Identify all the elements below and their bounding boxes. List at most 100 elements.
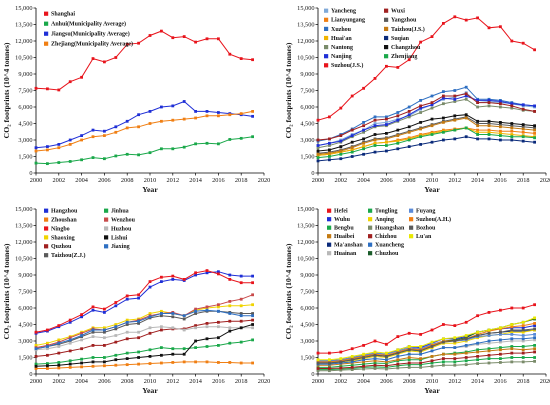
data-point: [228, 278, 232, 281]
data-point: [205, 325, 209, 329]
data-point: [91, 356, 95, 359]
data-point: [217, 272, 220, 276]
data-point: [328, 369, 331, 373]
data-point: [430, 355, 434, 358]
data-point: [103, 157, 106, 161]
legend-item-chizhou: Chizhou: [368, 234, 397, 240]
data-point: [442, 337, 445, 341]
x-tick-label: 2002: [335, 378, 348, 385]
data-point: [316, 144, 320, 147]
data-point: [533, 322, 536, 325]
series-ningbo: [34, 269, 254, 334]
y-tick-label: 12,000: [297, 239, 314, 246]
data-point: [373, 144, 377, 147]
y-axis-label: CO₂ footprints (10^4 tonnes): [2, 42, 11, 138]
data-point: [205, 322, 209, 325]
data-point: [239, 112, 243, 115]
data-point: [396, 355, 400, 358]
data-point: [396, 134, 400, 137]
data-point: [510, 124, 514, 128]
data-point: [251, 114, 254, 118]
data-point: [419, 106, 422, 110]
data-point: [160, 312, 163, 315]
data-point: [339, 145, 343, 148]
data-point: [160, 280, 163, 283]
data-point: [217, 361, 220, 364]
data-point: [350, 355, 354, 358]
data-point: [103, 336, 106, 340]
legend-swatch: [409, 217, 414, 222]
x-tick-label: 2016: [494, 177, 507, 184]
data-point: [510, 133, 514, 136]
data-point: [442, 360, 445, 364]
legend-swatch: [384, 8, 389, 13]
data-point: [125, 320, 129, 324]
data-point: [487, 133, 491, 136]
data-point: [464, 334, 468, 337]
data-point: [533, 136, 536, 140]
data-point: [34, 355, 38, 358]
data-point: [464, 18, 468, 22]
data-point: [205, 114, 209, 118]
data-point: [148, 34, 152, 37]
data-point: [91, 364, 95, 368]
data-point: [499, 138, 502, 142]
series-zhenjiang: [316, 126, 536, 159]
legend-swatch: [44, 21, 49, 26]
data-point: [419, 357, 422, 360]
series-line: [35, 294, 253, 349]
series-line: [317, 127, 535, 159]
legend-item-taizhou-z-j: Taizhou(Z.J.): [44, 252, 85, 259]
legend-item-taizhou-j-s: Taizhou(J.S.): [384, 26, 425, 33]
x-tick-label: 2016: [212, 378, 225, 385]
data-point: [217, 320, 220, 324]
data-point: [328, 155, 331, 158]
data-point: [251, 326, 254, 330]
data-point: [385, 123, 388, 126]
legend-label: Taizhou(J.S.): [391, 26, 425, 33]
data-point: [251, 323, 254, 326]
data-point: [533, 140, 536, 144]
data-point: [373, 353, 377, 357]
data-point: [339, 152, 343, 156]
data-point: [328, 151, 331, 155]
data-point: [125, 42, 129, 46]
data-point: [103, 129, 106, 133]
data-point: [510, 325, 514, 329]
y-tick-label: 6,000: [300, 104, 314, 111]
data-point: [499, 348, 502, 352]
data-point: [419, 143, 422, 146]
data-point: [453, 100, 457, 103]
data-point: [217, 344, 220, 347]
y-tick-label: 10,500: [297, 256, 314, 263]
legend-label: Lianyungang: [331, 18, 365, 24]
data-point: [476, 124, 479, 128]
data-point: [499, 357, 502, 360]
data-point: [385, 117, 388, 121]
data-point: [487, 339, 491, 343]
data-point: [137, 41, 140, 45]
data-point: [194, 110, 197, 113]
data-point: [521, 345, 525, 348]
y-tick-label: 6,000: [300, 305, 314, 312]
data-point: [239, 57, 243, 60]
data-point: [46, 345, 49, 348]
legend-item-xuancheng: Xuancheng: [368, 242, 404, 249]
data-point: [171, 312, 175, 315]
data-point: [205, 305, 209, 309]
legend-swatch: [327, 217, 332, 222]
x-tick-label: 2014: [189, 378, 202, 385]
data-point: [350, 358, 354, 362]
data-point: [103, 311, 106, 314]
y-tick-label: 12,000: [297, 38, 314, 45]
data-point: [499, 102, 502, 106]
data-point: [91, 57, 95, 60]
data-point: [385, 351, 388, 355]
data-point: [464, 135, 468, 139]
data-point: [46, 347, 49, 351]
data-point: [373, 363, 377, 367]
y-axis-label: CO₂ footprints (10^4 tonnes): [2, 243, 11, 339]
data-point: [510, 345, 514, 348]
data-point: [419, 333, 422, 336]
data-point: [419, 99, 422, 102]
